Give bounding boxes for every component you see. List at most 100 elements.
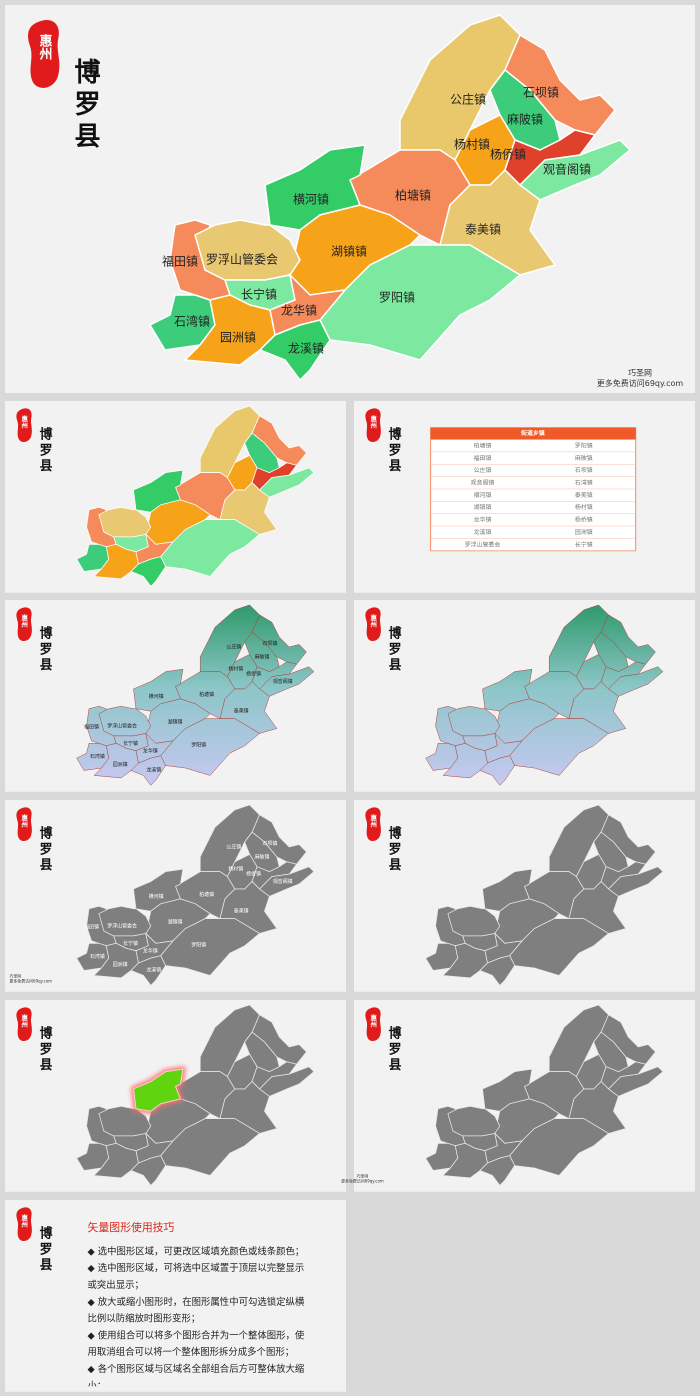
town-label: 横河镇: [293, 193, 329, 207]
seal-text: 惠州: [37, 33, 54, 61]
town-label: 福田镇: [162, 254, 198, 269]
town-region: [130, 1155, 167, 1186]
town-label: 石坝镇: [262, 840, 277, 847]
town-label: 龙华镇: [143, 748, 158, 755]
town-region: [479, 955, 516, 986]
town-label: 观音阁镇: [273, 878, 293, 885]
town-label: 石坝镇: [523, 86, 559, 100]
seal-text: 惠州: [20, 613, 28, 627]
town-label: 泰美镇: [465, 223, 501, 237]
table-cell: 杨村镇: [575, 503, 593, 511]
town-label: 罗阳镇: [379, 291, 415, 305]
slide-background: [5, 1200, 346, 1392]
town-label: 罗浮山管委会: [107, 723, 137, 730]
seal: [365, 807, 381, 841]
table-cell: 园洲镇: [575, 528, 593, 536]
tips-title: 矢量图形使用技巧: [88, 1220, 175, 1234]
watermark: 更多免费访问69qy.com: [9, 979, 52, 984]
table-cell: 麻陂镇: [575, 454, 593, 462]
town-label: 观音阁镇: [273, 678, 293, 685]
town-region: [194, 219, 301, 281]
seal-text: 惠州: [369, 414, 377, 428]
table-cell: 石坝镇: [575, 466, 593, 474]
slide-title: 博罗县: [37, 825, 52, 873]
table-cell: 柏塘镇: [474, 441, 492, 449]
town-label: 石坝镇: [262, 640, 277, 647]
town-label: 公庄镇: [226, 643, 241, 650]
town-label: 园洲镇: [113, 961, 128, 968]
town-label: 罗阳镇: [191, 941, 206, 948]
town-region: [98, 905, 152, 937]
watermark: 巧圣网: [628, 369, 652, 378]
town-region: [98, 1105, 152, 1137]
highlight-region: [132, 1068, 184, 1112]
town-region: [130, 556, 167, 587]
seal-text: 惠州: [20, 1213, 28, 1227]
town-region: [482, 1068, 533, 1112]
seal-text: 惠州: [369, 613, 377, 627]
seal-text: 惠州: [20, 813, 28, 827]
slide-title: 博罗县: [386, 1025, 401, 1073]
town-label: 杨村镇: [228, 866, 243, 873]
tips-body: ◆ 选中图形区域，可更改区域填充颜色或线条颜色； ◆ 选中图形区域，可将选中区域置…: [87, 1245, 305, 1386]
slide-title: 博罗县: [386, 625, 401, 673]
seal: [16, 1207, 32, 1241]
town-label: 长宁镇: [241, 287, 277, 302]
town-region: [479, 755, 515, 786]
tip-item: ◆ 使用组合可以将多个图形合并为一个整体图形，使用取消组合可以将一个整体图形拆分…: [87, 1329, 305, 1358]
slide-title: 博罗县: [386, 426, 401, 474]
slide-title: 博罗县: [70, 58, 100, 154]
table-cell: 福田镇: [474, 454, 492, 462]
table-cell: 横河镇: [474, 491, 492, 499]
town-region: [133, 668, 184, 712]
town-label: 横河镇: [149, 893, 164, 900]
town-label: 长宁镇: [123, 740, 138, 747]
seal: [28, 20, 60, 88]
table-cell: 龙溪镇: [474, 528, 492, 536]
town-region: [447, 706, 501, 737]
town-label: 石湾镇: [174, 314, 210, 329]
town-label: 杨村镇: [454, 137, 490, 152]
tip-item: ◆ 选中图形区域，可更改区域填充颜色或线条颜色；: [87, 1245, 305, 1257]
town-label: 湖镇镇: [168, 719, 183, 726]
town-label: 罗浮山管委会: [107, 923, 137, 930]
town-label: 杨侨镇: [246, 871, 261, 878]
town-label: 长宁镇: [123, 940, 138, 947]
town-label: 麻陂镇: [507, 112, 543, 127]
town-region: [258, 319, 331, 382]
table-cell: 龙华镇: [474, 516, 492, 524]
town-region: [130, 755, 166, 786]
seal-text: 惠州: [20, 1013, 28, 1027]
table-cell: 石湾镇: [575, 479, 593, 487]
town-region: [447, 905, 501, 937]
seal: [16, 607, 32, 641]
table-border: [430, 427, 637, 552]
seal: [16, 408, 32, 442]
town-label: 泰美镇: [234, 708, 249, 715]
town-label: 园洲镇: [113, 761, 128, 768]
town-label: 龙溪镇: [146, 967, 161, 974]
watermark: 巧圣网: [356, 1173, 368, 1178]
town-label: 龙华镇: [281, 304, 317, 318]
seal-text: 惠州: [20, 414, 28, 428]
table-cell: 罗浮山管委会: [465, 540, 501, 548]
slide-title: 博罗县: [37, 1225, 52, 1273]
slide-title: 博罗县: [37, 426, 52, 474]
town-label: 福田镇: [84, 924, 99, 931]
seal-text: 惠州: [369, 813, 377, 827]
town-label: 公庄镇: [226, 843, 241, 850]
town-label: 柏塘镇: [199, 691, 214, 698]
town-label: 公庄镇: [450, 92, 486, 107]
tip-item: ◆ 选中图形区域，可将选中区域置于顶层以完整显示或突出显示；: [87, 1262, 305, 1291]
table-cell: 观音阁镇: [471, 479, 495, 487]
seal: [365, 1007, 381, 1041]
